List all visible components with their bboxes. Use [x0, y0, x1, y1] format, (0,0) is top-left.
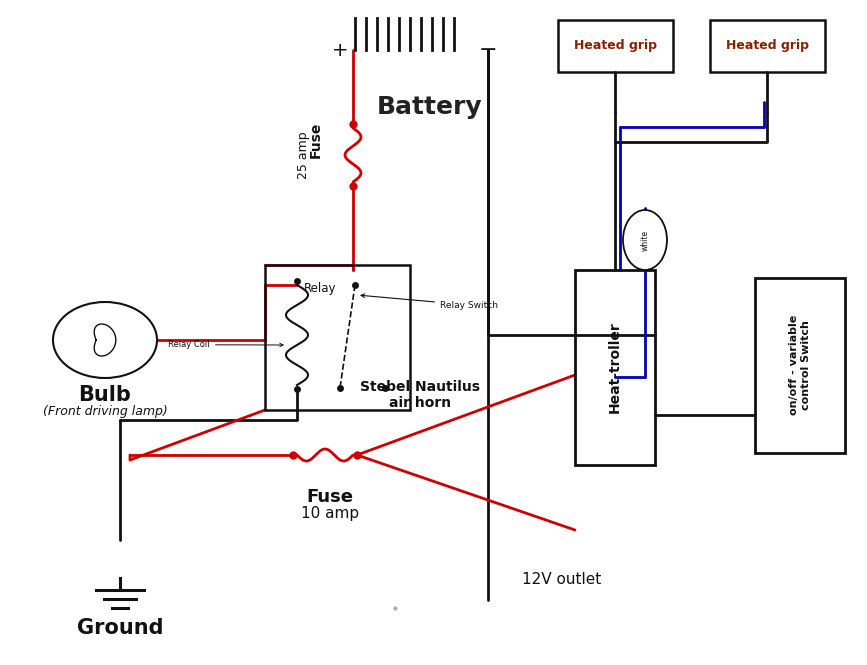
Text: Fuse: Fuse: [309, 122, 323, 158]
Text: Heat-troller: Heat-troller: [608, 321, 622, 413]
Bar: [575, 270, 655, 465]
Bar: [265, 265, 410, 410]
Text: white: white: [641, 229, 649, 251]
Text: Relay Coil: Relay Coil: [168, 340, 284, 349]
Text: Battery: Battery: [377, 95, 483, 119]
Text: Stebel Nautilus
air horn: Stebel Nautilus air horn: [360, 380, 480, 410]
Text: Relay: Relay: [303, 282, 336, 295]
Text: −: −: [479, 40, 498, 60]
Text: +: +: [332, 41, 349, 59]
Text: Heated grip: Heated grip: [573, 39, 656, 53]
Text: Ground: Ground: [77, 618, 163, 638]
Text: Relay Switch: Relay Switch: [361, 294, 498, 309]
Text: 10 amp: 10 amp: [301, 506, 359, 521]
Text: Heated grip: Heated grip: [726, 39, 809, 53]
Text: 25 amp: 25 amp: [297, 131, 310, 179]
Bar: [710, 20, 825, 72]
Text: (Front driving lamp): (Front driving lamp): [42, 405, 167, 418]
Text: Bulb: Bulb: [79, 385, 132, 405]
Text: on/off - variable
control Switch: on/off - variable control Switch: [789, 315, 811, 415]
Text: 12V outlet: 12V outlet: [522, 572, 601, 587]
Bar: [558, 20, 673, 72]
Bar: [755, 278, 845, 453]
Ellipse shape: [623, 210, 667, 270]
Text: Fuse: Fuse: [307, 488, 354, 506]
